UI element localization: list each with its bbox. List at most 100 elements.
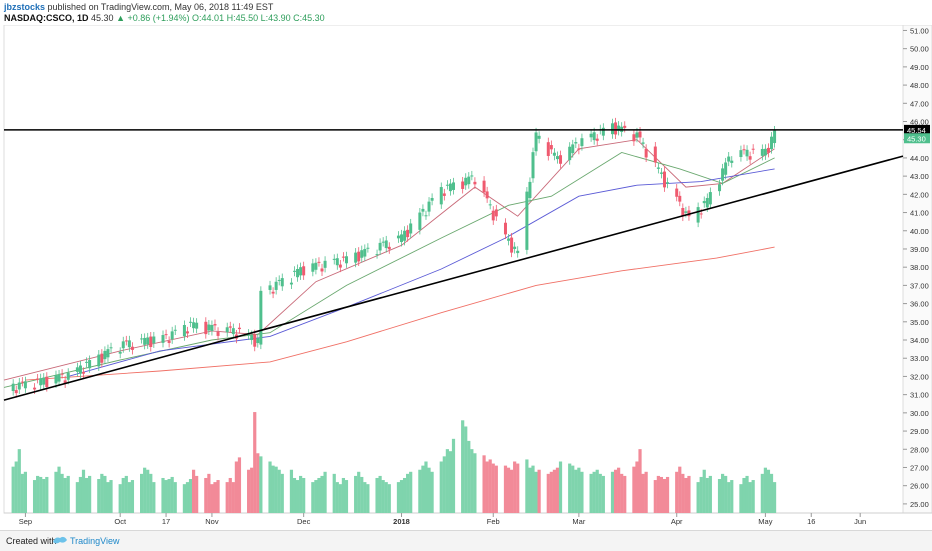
volume-bar bbox=[344, 480, 349, 513]
candle-body bbox=[638, 131, 642, 138]
y-tick-label: 36.00 bbox=[910, 300, 929, 309]
volume-bar bbox=[20, 473, 24, 513]
candle-body bbox=[225, 327, 229, 333]
change-value: ▲ +0.86 (+1.94%) bbox=[116, 13, 190, 23]
candle-body bbox=[167, 340, 171, 343]
volume-bar bbox=[464, 426, 468, 513]
candle-body bbox=[730, 160, 734, 163]
y-tick-label: 39.00 bbox=[910, 245, 929, 254]
volume-bar bbox=[402, 477, 407, 513]
volume-bar bbox=[632, 466, 636, 513]
moving-average-ma_long bbox=[25, 246, 775, 381]
candle-body bbox=[323, 260, 327, 268]
x-tick-label: Nov bbox=[205, 517, 219, 526]
candle-body bbox=[97, 354, 101, 367]
volume-bar bbox=[409, 471, 413, 513]
candle-body bbox=[659, 172, 663, 174]
volume-bar bbox=[360, 476, 364, 513]
volume-bar bbox=[702, 469, 706, 513]
volume-bar bbox=[237, 457, 242, 513]
volume-bar bbox=[14, 461, 18, 513]
author-link[interactable]: jbzstocks bbox=[4, 2, 46, 12]
y-tick-label: 49.00 bbox=[910, 63, 929, 72]
candle-body bbox=[36, 378, 40, 380]
volume-bar bbox=[610, 471, 615, 513]
candle-body bbox=[161, 335, 165, 343]
candle-body bbox=[675, 188, 679, 197]
candle-body bbox=[182, 324, 186, 337]
candle-body bbox=[118, 351, 122, 354]
candle-body bbox=[488, 204, 492, 206]
candle-body bbox=[42, 377, 46, 385]
volume-bar bbox=[451, 438, 456, 513]
candle-body bbox=[357, 251, 361, 262]
candle-body bbox=[445, 184, 449, 186]
volume-bar bbox=[769, 473, 774, 513]
volume-bar bbox=[188, 479, 193, 513]
moving-average-ma_mid bbox=[3, 152, 775, 388]
candle-body bbox=[461, 181, 465, 189]
candle-body bbox=[60, 373, 64, 375]
candle-body bbox=[568, 146, 572, 161]
candle-body bbox=[534, 132, 538, 152]
price-chart: 25.00 26.00 27.00 28.00 29.00 30.00 31.00 32.00… bbox=[3, 24, 932, 526]
candle-body bbox=[45, 376, 49, 388]
candle-body bbox=[237, 327, 241, 330]
candle-body bbox=[121, 341, 125, 349]
candle-body bbox=[228, 326, 232, 328]
volume-bar bbox=[418, 469, 422, 513]
volume-bar bbox=[467, 440, 471, 513]
candle-body bbox=[739, 150, 743, 158]
volume-bar bbox=[97, 479, 101, 513]
volume-bar bbox=[534, 471, 538, 513]
candle-body bbox=[601, 127, 605, 136]
candle-body bbox=[354, 252, 358, 263]
volume-bar bbox=[323, 471, 327, 513]
volume-bar bbox=[558, 461, 563, 513]
y-tick-label: 43.00 bbox=[910, 172, 929, 181]
volume-bar bbox=[617, 467, 621, 513]
volume-bar bbox=[620, 473, 624, 513]
candle-body bbox=[271, 291, 275, 294]
volume-bar bbox=[644, 471, 648, 513]
y-tick-label: 48.00 bbox=[910, 81, 929, 90]
candle-body bbox=[644, 148, 648, 158]
candle-body bbox=[204, 321, 208, 335]
candle-body bbox=[513, 246, 517, 249]
volume-bar bbox=[274, 466, 278, 513]
x-tick-label: Feb bbox=[487, 517, 500, 526]
candle-body bbox=[662, 171, 666, 188]
volume-bar bbox=[146, 469, 150, 513]
volume-bar bbox=[32, 480, 37, 513]
candle-body bbox=[341, 256, 345, 258]
candle-body bbox=[185, 331, 189, 334]
volume-bar bbox=[149, 473, 153, 513]
candle-body bbox=[195, 322, 199, 329]
volume-bar bbox=[592, 471, 596, 513]
candle-body bbox=[164, 334, 168, 336]
volume-bar bbox=[121, 477, 125, 513]
candle-body bbox=[109, 347, 113, 349]
x-tick-label: Oct bbox=[114, 517, 127, 526]
volume-bar bbox=[253, 412, 257, 513]
tradingview-logo-icon[interactable] bbox=[52, 534, 68, 546]
volume-bar bbox=[54, 471, 58, 513]
candle-body bbox=[467, 176, 471, 185]
candle-body bbox=[473, 181, 477, 185]
volume-bar bbox=[314, 480, 318, 513]
volume-bar bbox=[635, 461, 639, 513]
candle-body bbox=[366, 247, 370, 249]
y-tick-label: 37.00 bbox=[910, 281, 929, 290]
volume-bar bbox=[384, 482, 388, 513]
ohlc-values: O:44.01 H:45.50 L:43.90 C:45.30 bbox=[192, 13, 325, 23]
x-tick-label: Jun bbox=[854, 517, 866, 526]
volume-bar bbox=[60, 473, 64, 513]
created-with-text: Created with bbox=[6, 536, 57, 546]
tradingview-link[interactable]: TradingView bbox=[70, 536, 120, 546]
volume-bar bbox=[302, 477, 306, 513]
volume-bar bbox=[11, 466, 15, 513]
volume-bar bbox=[656, 475, 660, 513]
volume-bar bbox=[152, 482, 156, 513]
volume-bar bbox=[580, 471, 584, 513]
volume-bar bbox=[124, 475, 128, 513]
